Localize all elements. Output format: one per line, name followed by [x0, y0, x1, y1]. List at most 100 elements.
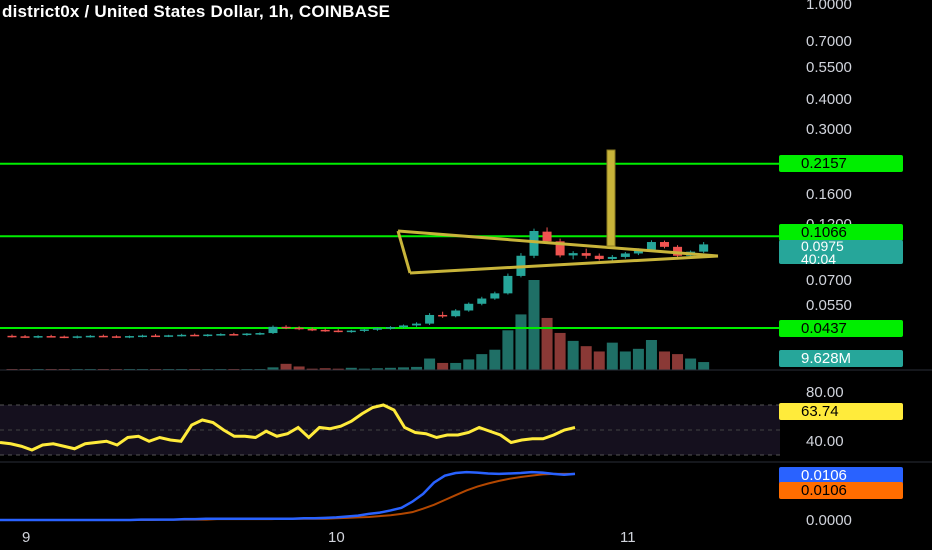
- price-tick: 0.0550: [806, 297, 852, 314]
- level-badge-mid: 0.1066: [779, 224, 903, 241]
- volume-bar: [319, 368, 331, 370]
- candle-body: [620, 253, 630, 257]
- candle-body: [46, 336, 56, 338]
- price-tick: 0.7000: [806, 33, 852, 50]
- macd-line: [0, 470, 576, 522]
- volume-bar: [672, 354, 684, 370]
- triangle-lower-line[interactable]: [409, 254, 719, 275]
- candle-body: [111, 336, 121, 338]
- level-badge-high: 0.2157: [779, 155, 903, 172]
- volume-bar: [645, 340, 657, 370]
- macd-value-badge: 0.0106: [779, 467, 903, 484]
- time-label: 10: [328, 529, 345, 546]
- candle-body: [268, 326, 278, 334]
- candle-body: [190, 334, 200, 337]
- candle-body: [425, 314, 435, 324]
- time-label: 9: [22, 529, 31, 546]
- candle-body: [490, 293, 500, 299]
- candle-body: [477, 298, 487, 304]
- candle-body: [20, 336, 30, 338]
- volume-bar: [698, 362, 710, 370]
- macd-zero-tick: 0.0000: [806, 512, 852, 529]
- candle-body: [568, 253, 578, 256]
- candle-body: [177, 334, 187, 337]
- volume-bar: [424, 358, 436, 370]
- candle-body: [203, 334, 213, 337]
- signal-value-badge: 0.0106: [779, 482, 903, 499]
- triangle-pattern[interactable]: [396, 149, 719, 275]
- volume-bar: [515, 314, 527, 370]
- candle-body: [294, 327, 304, 330]
- candle-body: [72, 336, 82, 338]
- volume-bar: [593, 351, 605, 370]
- candle-body: [633, 249, 643, 254]
- price-tick: 0.5500: [806, 59, 852, 76]
- candle-body: [451, 310, 461, 317]
- price-tick: 0.3000: [806, 121, 852, 138]
- volume-bar: [489, 349, 501, 370]
- triangle-upper-line[interactable]: [397, 229, 719, 258]
- price-tick: 0.4000: [806, 91, 852, 108]
- volume-bar: [411, 366, 423, 370]
- volume-bar: [659, 351, 670, 370]
- volume-bar: [332, 368, 344, 370]
- volume-bar: [580, 346, 592, 370]
- candle-body: [307, 328, 317, 331]
- candle-body: [98, 335, 108, 338]
- volume-bars: [6, 280, 710, 370]
- candle-body: [555, 241, 565, 256]
- candle-body: [399, 325, 408, 328]
- volume-bar: [267, 367, 279, 370]
- target-projection-bar[interactable]: [606, 149, 616, 247]
- candle-body: [216, 334, 226, 336]
- candle-body: [438, 314, 448, 317]
- rsi-band: [0, 405, 780, 455]
- volume-bar: [371, 368, 383, 370]
- rsi-pane: [0, 403, 576, 452]
- candle-body: [281, 326, 291, 329]
- volume-bar: [293, 366, 305, 370]
- candle-body: [33, 336, 43, 338]
- level-badge-low: 0.0437: [779, 320, 903, 337]
- candle-body: [151, 335, 161, 338]
- volume-bar: [554, 332, 566, 370]
- candle-body: [164, 335, 174, 337]
- candle-body: [385, 327, 395, 329]
- candle-body: [59, 336, 69, 339]
- candle-body: [333, 330, 343, 333]
- candle-body: [464, 303, 474, 311]
- candle-body: [594, 255, 604, 259]
- volume-bar: [685, 358, 697, 370]
- triangle-base-line[interactable]: [396, 230, 412, 274]
- candle-body: [673, 246, 683, 256]
- price-tick: 0.1600: [806, 186, 852, 203]
- volume-bar: [450, 362, 462, 370]
- candle-body: [359, 329, 369, 331]
- candle-body: [320, 329, 330, 332]
- macd-pane: [0, 470, 576, 522]
- chart-title: district0x / United States Dollar, 1h, C…: [2, 2, 391, 21]
- bar-countdown: 40:04: [801, 251, 837, 267]
- volume-bar: [619, 351, 631, 370]
- volume-bar: [398, 367, 409, 370]
- price-tick: 0.0700: [806, 272, 852, 289]
- candle-body: [85, 335, 95, 338]
- volume-bar: [541, 317, 553, 370]
- volume-bar: [306, 368, 318, 370]
- volume-bar: [463, 359, 475, 370]
- last-price-value: 0.0975: [801, 238, 844, 254]
- last-price-badge: 0.0975 40:04: [779, 238, 903, 267]
- candle-body: [607, 256, 617, 259]
- candle-body: [542, 231, 552, 242]
- rsi-line: [0, 403, 576, 452]
- candle-body: [372, 328, 382, 330]
- volume-bar: [280, 363, 292, 370]
- volume-bar: [606, 342, 618, 370]
- candle-body: [138, 335, 147, 338]
- volume-bar: [437, 362, 449, 370]
- candle-body: [660, 242, 669, 247]
- candle-body: [346, 330, 356, 333]
- candle-body: [7, 335, 17, 338]
